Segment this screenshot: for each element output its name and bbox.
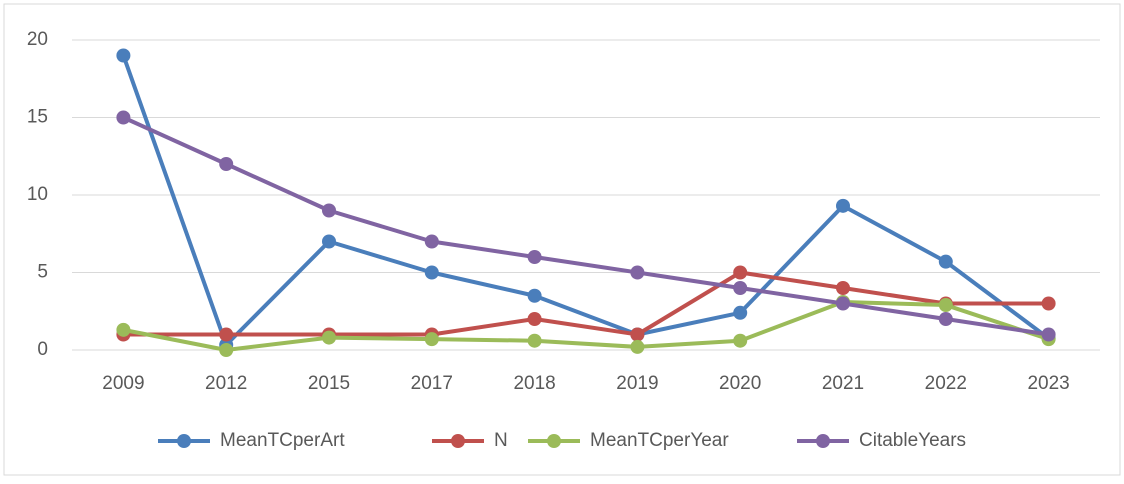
legend-label: MeanTCperArt [220,430,345,451]
y-tick-label: 5 [37,262,48,283]
legend-label: N [494,430,508,451]
data-point [322,203,336,218]
x-tick-label: 2022 [925,373,967,394]
series-line [123,299,1050,352]
data-point [630,327,645,342]
data-point [322,234,336,249]
x-tick-label: 2009 [102,373,144,394]
data-point [424,234,439,249]
data-point [733,265,748,280]
data-point [733,333,748,348]
data-point [733,281,748,295]
x-tick-label: 2020 [719,373,761,394]
data-point [322,330,336,345]
legend-marker [451,434,465,448]
data-point [836,296,850,311]
data-point [836,198,850,213]
data-point [836,281,850,295]
y-tick-label: 0 [37,339,48,360]
legend-marker [816,434,830,448]
chart-frame [3,3,1121,476]
data-point [938,298,953,313]
data-point [527,333,542,348]
x-tick-label: 2017 [411,373,453,394]
series-line [121,54,1050,347]
data-point [527,250,542,264]
data-point [116,110,131,125]
x-tick-label: 2023 [1027,373,1069,394]
data-point [527,288,542,303]
series-line [123,270,1049,337]
data-point [424,265,439,280]
x-tick-label: 2015 [308,373,350,394]
legend-marker [547,434,561,448]
legend-label: MeanTCperYear [590,430,729,451]
legend-marker [177,434,191,448]
data-point [1041,296,1056,311]
data-point [116,48,131,63]
legend-label: CitableYears [859,430,966,451]
x-tick-label: 2018 [513,373,555,394]
data-point [630,339,645,354]
y-tick-label: 20 [27,29,48,50]
data-point [219,343,234,357]
x-tick-label: 2021 [822,373,864,394]
y-tick-label: 15 [27,107,48,128]
data-point [219,327,234,342]
series-line [122,115,1049,337]
x-tick-label: 2012 [205,373,247,394]
data-point [630,265,645,280]
data-point [1041,327,1056,342]
data-point [527,312,542,326]
data-point [733,305,748,320]
data-point [219,157,234,171]
data-point [938,312,953,326]
x-tick-label: 2019 [616,373,658,394]
y-tick-label: 10 [27,184,48,205]
data-point [938,254,953,269]
data-point [424,332,439,347]
data-point [116,322,131,337]
